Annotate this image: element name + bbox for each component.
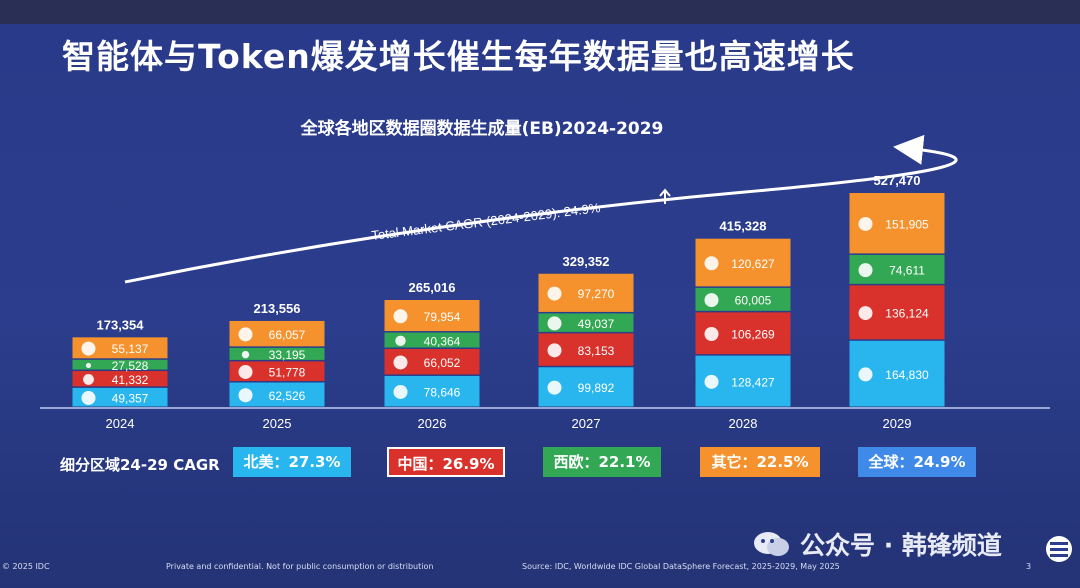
europe-map-icon — [395, 335, 406, 347]
globe-icon — [858, 216, 873, 231]
north-america-map-icon — [858, 367, 873, 382]
data-label-north-america-2027: 99,892 — [578, 381, 615, 395]
data-label-north-america-2029: 164,830 — [885, 368, 929, 382]
page-title: 智能体与Token爆发增长催生每年数据量也高速增长 — [62, 37, 855, 76]
north-america-map-icon — [393, 384, 408, 399]
x-tick-label-2024: 2024 — [106, 416, 135, 431]
cagr-badge-global: 全球：24.9% — [858, 447, 976, 477]
x-tick-label-2027: 2027 — [572, 416, 601, 431]
globe-icon — [238, 327, 253, 342]
china-map-icon — [238, 364, 253, 379]
data-label-china-2029: 136,124 — [885, 307, 929, 321]
europe-map-icon — [858, 263, 873, 278]
data-label-western-europe-2026: 40,364 — [424, 334, 461, 348]
data-label-north-america-2028: 128,427 — [731, 375, 775, 389]
china-map-icon — [547, 343, 562, 358]
total-label-2027: 329,352 — [563, 254, 610, 269]
data-label-western-europe-2025: 33,195 — [269, 348, 306, 362]
data-label-china-2025: 51,778 — [269, 365, 306, 379]
top-bar — [0, 0, 1080, 24]
data-label-other-2024: 55,137 — [112, 342, 149, 356]
footer-source: Source: IDC, Worldwide IDC Global DataSp… — [522, 562, 840, 571]
data-label-china-2028: 106,269 — [731, 327, 775, 341]
bar-segment-china-2025 — [229, 361, 325, 382]
china-map-icon — [393, 355, 408, 370]
chart-title: 全球各地区数据圈数据生成量(EB)2024-2029 — [300, 119, 664, 139]
x-tick-label-2026: 2026 — [418, 416, 447, 431]
footer-confidential: Private and confidential. Not for public… — [166, 562, 434, 571]
cagr-badge-china: 中国：26.9% — [387, 447, 505, 477]
north-america-map-icon — [238, 388, 253, 403]
china-map-icon — [83, 374, 94, 385]
data-label-north-america-2024: 49,357 — [112, 391, 149, 405]
wechat-icon — [754, 532, 789, 556]
cagr-annotation: Total Market CAGR (2024-2029): 24.9% — [371, 200, 602, 243]
data-label-western-europe-2024: 27,528 — [112, 359, 149, 373]
data-label-other-2029: 151,905 — [885, 217, 929, 231]
bar-segment-north-america-2025 — [229, 382, 325, 407]
china-map-icon — [858, 306, 873, 321]
china-map-icon — [704, 326, 719, 341]
data-label-china-2026: 66,052 — [424, 356, 461, 370]
data-label-north-america-2026: 78,646 — [424, 385, 461, 399]
bar-segment-china-2024 — [72, 371, 168, 387]
europe-map-icon — [85, 362, 92, 369]
data-label-western-europe-2029: 74,611 — [889, 264, 925, 278]
globe-icon — [704, 256, 719, 271]
bar-segment-north-america-2024 — [72, 387, 168, 407]
bar-segment-western-europe-2024 — [72, 359, 168, 370]
cagr-label: 细分区域24-29 CAGR — [60, 456, 220, 474]
bar-segment-other-2024 — [72, 337, 168, 359]
data-label-western-europe-2028: 60,005 — [735, 294, 772, 308]
europe-map-icon — [704, 293, 719, 308]
bar-segment-western-europe-2028 — [695, 287, 791, 311]
europe-map-icon — [241, 350, 250, 359]
data-label-other-2028: 120,627 — [731, 257, 775, 271]
bar-segment-western-europe-2027 — [538, 313, 634, 332]
data-label-china-2027: 83,153 — [578, 344, 615, 358]
data-label-western-europe-2027: 49,037 — [578, 317, 615, 331]
north-america-map-icon — [81, 390, 96, 405]
cagr-badge-north-america: 北美：27.3% — [233, 447, 351, 477]
data-label-china-2024: 41,332 — [112, 373, 149, 387]
cagr-badge-other: 其它：22.5% — [700, 447, 820, 477]
europe-map-icon — [547, 316, 562, 331]
globe-icon — [393, 309, 408, 324]
total-label-2029: 527,470 — [874, 173, 921, 188]
watermark: 公众号 · 韩锋频道 — [800, 531, 1002, 560]
x-tick-label-2029: 2029 — [883, 416, 912, 431]
globe-icon — [547, 286, 562, 301]
bar-segment-western-europe-2025 — [229, 347, 325, 360]
data-label-other-2027: 97,270 — [578, 287, 615, 301]
trend-arrow — [124, 134, 958, 284]
data-label-other-2026: 79,954 — [424, 310, 461, 324]
x-tick-label-2028: 2028 — [729, 416, 758, 431]
north-america-map-icon — [704, 374, 719, 389]
footer-copyright: © 2025 IDC — [2, 562, 50, 571]
footer-page-number: 3 — [1026, 562, 1032, 571]
up-arrow-icon — [659, 188, 671, 204]
data-label-north-america-2025: 62,526 — [269, 389, 306, 403]
total-label-2028: 415,328 — [720, 219, 767, 234]
north-america-map-icon — [547, 380, 562, 395]
cagr-badge-western-europe: 西欧：22.1% — [543, 447, 661, 477]
total-label-2024: 173,354 — [97, 317, 145, 332]
total-label-2025: 213,556 — [254, 301, 301, 316]
bar-segment-western-europe-2026 — [384, 332, 480, 348]
data-label-other-2025: 66,057 — [269, 328, 306, 342]
x-tick-label-2025: 2025 — [263, 416, 292, 431]
globe-icon — [81, 341, 96, 356]
total-label-2026: 265,016 — [409, 280, 456, 295]
idc-logo-icon — [1046, 536, 1072, 562]
